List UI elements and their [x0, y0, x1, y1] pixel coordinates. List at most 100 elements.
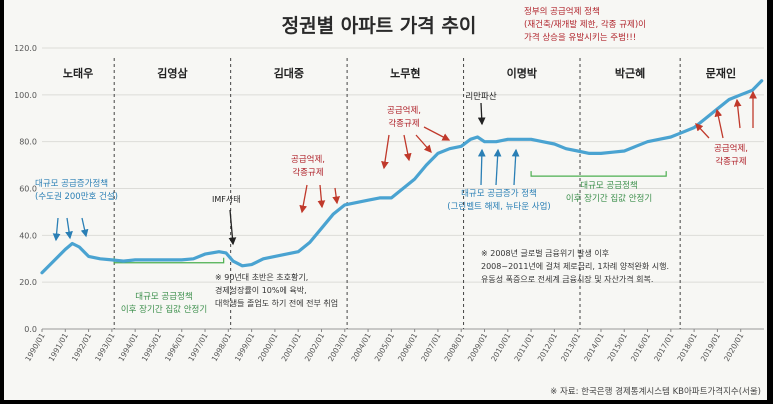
x-tick-label: 1997/01 [186, 331, 209, 363]
chart-title: 정권별 아파트 가격 추이 [282, 15, 477, 37]
supply-2009-arrow [477, 148, 486, 186]
period-label: 문재인 [706, 66, 736, 80]
x-tick-label: 2015/01 [606, 331, 629, 363]
y-tick-label: 0.0 [24, 325, 37, 334]
x-tick-label: 2001/01 [280, 331, 303, 363]
note-90s-line-2: 경제성장률이 10%에 육박, [215, 285, 307, 295]
x-tick-label: 2009/01 [466, 331, 489, 363]
x-tick-label: 2005/01 [373, 331, 396, 363]
x-tick-label: 2004/01 [349, 331, 372, 363]
x-tick-label: 2006/01 [396, 331, 419, 363]
supply-2009-line-2: (그린벨트 해제, 뉴타운 사업) [447, 201, 550, 212]
lehman-arrow [477, 102, 486, 126]
reg-2001-line-2: 각종규제 [292, 167, 323, 178]
lehman-label: 리만파산 [465, 91, 496, 102]
x-tick-label: 1993/01 [93, 331, 116, 363]
supply-1991-arrow [80, 217, 89, 238]
supply-2009-annotation: 대규모 공급증가 정책 (그린벨트 해제, 뉴타운 사업) [447, 188, 550, 212]
annotation-arrows [52, 90, 757, 246]
reg-2001-arrow [317, 184, 326, 209]
x-tick-label: 1992/01 [70, 331, 93, 363]
x-tick-label: 2012/01 [536, 331, 559, 363]
period-label: 이명박 [507, 66, 537, 80]
y-tick-label: 100.0 [14, 91, 37, 100]
reg-2019-arrow [695, 123, 710, 139]
x-tick-label: 1994/01 [117, 331, 140, 363]
note-2008-line-1: ※ 2008년 글로벌 금융위기 발생 이후 [481, 248, 609, 258]
top-note-line-2: (재건축/재개발 제한, 각종 규제)이 [524, 19, 646, 30]
x-tick-label: 1990/01 [23, 331, 46, 363]
x-tick-label: 1995/01 [140, 331, 163, 363]
note-90s-line-1: ※ 90년대 초반은 초호황기, [215, 272, 308, 282]
x-tick-label: 1996/01 [163, 331, 186, 363]
reg-2005-arrow [403, 134, 412, 162]
x-tick-label: 1991/01 [47, 331, 70, 363]
x-tick-label: 2020/01 [722, 331, 745, 363]
x-tick-label: 1998/01 [210, 331, 233, 363]
reg-2001-arrow [332, 187, 341, 205]
x-tick-label: 1999/01 [233, 331, 256, 363]
x-tick-label: 2011/01 [512, 331, 535, 363]
y-tick-label: 40.0 [19, 231, 37, 240]
stable-1993-line-2: 이후 장기간 집값 안정기 [121, 304, 207, 315]
reg-2005-arrow [423, 126, 451, 141]
period-label: 노무현 [390, 66, 420, 80]
x-tick-label: 2017/01 [652, 331, 675, 363]
y-gridlines [42, 47, 764, 330]
supply-1991-arrow [65, 217, 73, 240]
period-label: 김대중 [274, 66, 304, 80]
y-tick-label: 20.0 [19, 278, 37, 287]
reg-2019-annotation: 공급억제, 각종규제 [714, 143, 748, 167]
x-tick-label: 2013/01 [559, 331, 582, 363]
x-tick-label: 2002/01 [303, 331, 326, 363]
x-tick-label: 2019/01 [699, 331, 722, 363]
y-axis: 0.0 20.0 40.0 60.0 80.0 100.0 120.0 [14, 44, 37, 334]
reg-2001-arrow [299, 184, 308, 214]
period-dividers: 노태우 김영삼 김대중 노무현 이명박 박근혜 문재인 [63, 58, 736, 329]
reg-2001-annotation: 공급억제, 각종규제 [291, 154, 325, 178]
supply-1991-annotation: 대규모 공급증가정책 (수도권 200만호 건설) [35, 178, 118, 202]
stable-bracket [530, 171, 667, 177]
reg-2005-annotation: 공급억제, 각종규제 [387, 105, 421, 129]
x-tick-label: 2014/01 [582, 331, 605, 363]
series-line-group [40, 79, 764, 275]
x-axis: 1990/01 1991/01 1992/01 1993/01 1994/01 1995/… [23, 329, 746, 363]
imf-label: IMF사태 [212, 195, 241, 204]
supply-2009-arrow [493, 148, 502, 186]
period-label: 노태우 [63, 66, 93, 80]
reg-2019-arrow [733, 98, 742, 129]
period-label: 박근혜 [615, 66, 645, 80]
note-2008: ※ 2008년 글로벌 금융위기 발생 이후 2008~2011년에 걸쳐 제로… [481, 248, 669, 284]
reg-2005-arrow [381, 134, 390, 170]
reg-2019-arrow [714, 108, 724, 139]
supply-2009-arrow [511, 148, 520, 186]
x-tick-label: 2000/01 [256, 331, 279, 363]
x-tick-label: 2003/01 [326, 331, 349, 363]
reg-2019-line-2: 각종규제 [715, 156, 746, 167]
supply-1991-line-1: 대규모 공급증가정책 [35, 178, 108, 189]
chart-panel: 0.0 20.0 40.0 60.0 80.0 100.0 120.0 노태우 김영삼 김대중 노… [4, 0, 767, 400]
supply-1991-arrow [52, 217, 61, 242]
series-line [40, 79, 764, 275]
reg-2005-line-2: 각종규제 [388, 118, 419, 129]
stable-2013-line-2: 이후 장기간 집값 안정기 [566, 193, 652, 204]
note-2008-line-2: 2008~2011년에 걸쳐 제로금리, 1차례 양적완화 시행. [481, 261, 669, 271]
x-tick-label: 2010/01 [489, 331, 512, 363]
top-note: 정부의 공급억제 정책 (재건축/재개발 제한, 각종 규제)이 가격 상승을 … [524, 6, 646, 43]
reg-2005-line-1: 공급억제, [387, 105, 421, 116]
x-tick-label: 2007/01 [419, 331, 442, 363]
stable-2013-annotation: 대규모 공급정책 이후 장기간 집값 안정기 [566, 180, 652, 204]
reg-2005-arrow [415, 134, 432, 153]
y-tick-label: 80.0 [19, 138, 37, 147]
source-note: ※ 자료: 한국은행 경제통계시스템 KB아파트가격지수(서울) [550, 386, 761, 397]
stable-1993-annotation: 대규모 공급정책 이후 장기간 집값 안정기 [121, 291, 207, 315]
top-note-line-1: 정부의 공급억제 정책 [524, 6, 600, 17]
y-tick-label: 60.0 [19, 185, 37, 194]
y-tick-label: 120.0 [14, 44, 37, 53]
supply-2009-line-1: 대규모 공급증가 정책 [461, 188, 537, 199]
note-90s-line-3: 대학생들 졸업도 하기 전에 전부 취업 [215, 298, 338, 308]
reg-2001-line-1: 공급억제, [291, 154, 325, 165]
period-label: 김영삼 [157, 66, 187, 80]
top-note-line-3: 가격 상승을 유발시키는 주범!!! [524, 32, 636, 43]
